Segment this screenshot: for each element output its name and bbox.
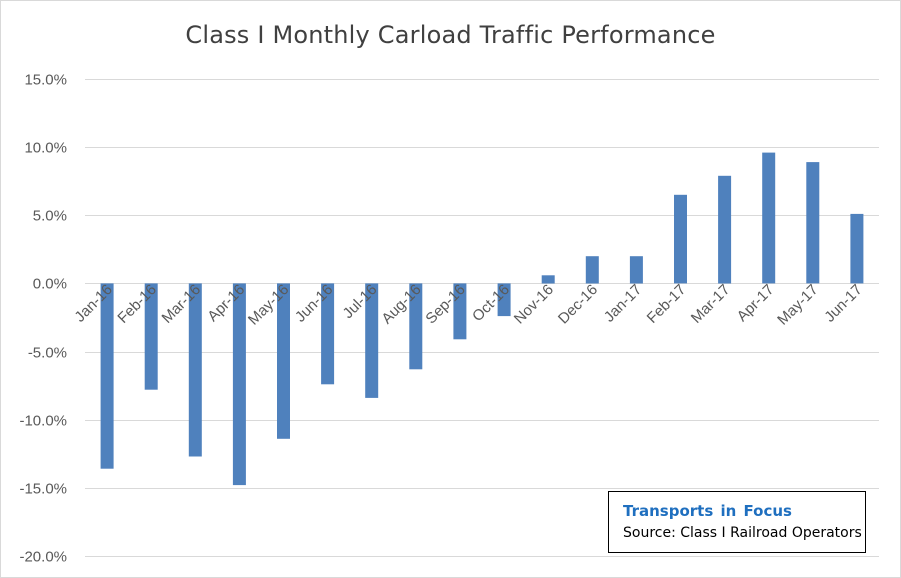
x-tick-label: Apr-17 — [734, 281, 778, 325]
bar — [144, 283, 158, 390]
source-box: Transports in Focus Source: Class I Rail… — [608, 491, 866, 553]
x-tick-label: Mar-17 — [688, 281, 734, 327]
bar — [850, 213, 864, 284]
bar — [541, 275, 555, 284]
x-tick-label: May-17 — [774, 281, 821, 328]
bar — [497, 283, 511, 317]
bar — [409, 283, 423, 370]
bar — [585, 256, 599, 284]
source-text: Source: Class I Railroad Operators — [623, 525, 862, 541]
y-tick-label: -10.0% — [19, 413, 67, 430]
x-tick-label: Nov-16 — [511, 281, 557, 327]
bar — [806, 162, 820, 284]
bar — [674, 194, 687, 284]
bar — [718, 175, 732, 284]
bar — [629, 256, 643, 284]
y-tick-label: 5.0% — [33, 208, 67, 225]
y-tick-label: 0.0% — [33, 276, 67, 293]
x-tick-label: Jun-17 — [821, 281, 865, 325]
y-tick-label: 15.0% — [24, 72, 67, 89]
chart-title: Class I Monthly Carload Traffic Performa… — [185, 21, 716, 49]
bar — [453, 283, 467, 340]
bar — [188, 283, 202, 457]
bar — [762, 152, 776, 284]
y-tick-label: -15.0% — [19, 481, 67, 498]
bar — [365, 283, 379, 398]
bar — [232, 283, 246, 486]
bar — [277, 283, 290, 439]
y-tick-label: -5.0% — [28, 345, 67, 362]
x-tick-label: Feb-17 — [644, 281, 690, 327]
bar — [100, 283, 114, 469]
bar — [321, 283, 335, 385]
x-tick-label: Jan-17 — [601, 281, 645, 325]
y-tick-label: 10.0% — [24, 140, 67, 157]
x-tick-label: Dec-16 — [555, 281, 601, 327]
y-tick-label: -20.0% — [19, 549, 67, 566]
source-brand: Transports in Focus — [623, 502, 792, 520]
